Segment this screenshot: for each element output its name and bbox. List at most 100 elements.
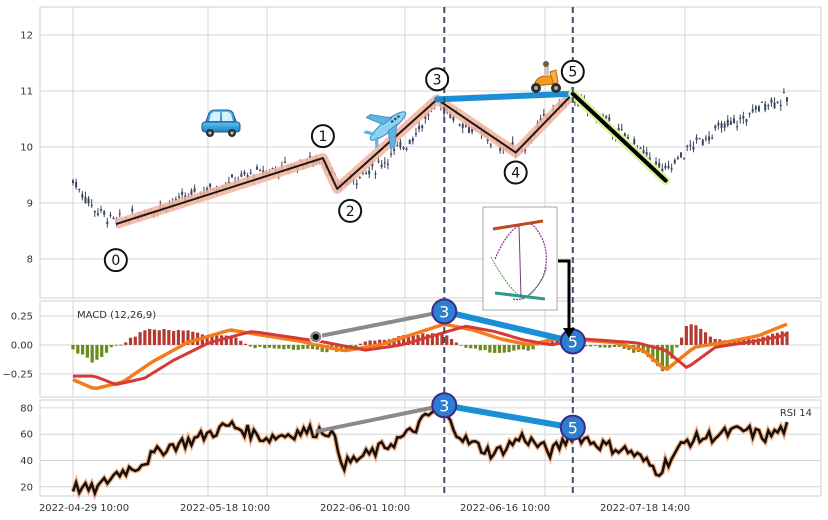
macd-hist-bar xyxy=(689,324,693,345)
candle-body xyxy=(658,162,661,168)
y-tick-label: 80 xyxy=(20,403,33,414)
airplane-icon xyxy=(362,111,407,150)
wave-line xyxy=(115,93,574,226)
candle-body xyxy=(358,177,361,179)
candle-body xyxy=(464,125,467,127)
candle-body xyxy=(673,159,676,164)
macd-line xyxy=(72,322,788,391)
macd-hist-bar xyxy=(114,344,118,346)
candle-body xyxy=(90,204,93,206)
candle-body xyxy=(573,101,576,103)
candle-body xyxy=(779,104,782,107)
candle-body xyxy=(736,126,739,128)
macd-hist-bar xyxy=(598,344,602,348)
candle-body xyxy=(742,115,745,119)
macd-hist-bar xyxy=(152,329,157,345)
rsi-line xyxy=(71,402,789,498)
wave-label: 3 xyxy=(433,72,442,88)
macd-hist-bar xyxy=(205,336,209,345)
candle-body xyxy=(486,139,489,141)
candle-body xyxy=(605,116,608,119)
candle-body xyxy=(667,165,670,169)
macd-hist-bar xyxy=(272,344,276,349)
candle-body xyxy=(620,128,623,131)
candle-body xyxy=(689,144,692,146)
candle-body xyxy=(118,213,121,215)
macd-hist-bar xyxy=(679,337,684,345)
x-tick-label: 2022-04-29 10:00 xyxy=(39,503,129,514)
candle-body xyxy=(109,214,112,216)
y-tick-label: 40 xyxy=(20,456,33,467)
candle-body xyxy=(664,165,667,169)
thumbnail-chart-icon xyxy=(482,206,558,311)
candle-body xyxy=(761,101,764,103)
candle-body xyxy=(355,183,358,185)
candle-body xyxy=(704,137,707,140)
candle-body xyxy=(642,149,645,154)
candle-body xyxy=(131,208,134,212)
macd-hist-bar xyxy=(512,344,516,351)
wave-label-circle xyxy=(425,67,450,92)
macd-hist-bar xyxy=(660,344,665,372)
candle-body xyxy=(452,117,455,121)
candle-body xyxy=(240,173,243,177)
macd-hist-bar xyxy=(224,335,228,345)
macd-hist-bar xyxy=(253,344,257,349)
candle-body xyxy=(87,198,90,204)
candle-body xyxy=(243,171,246,175)
macd-hist-bar xyxy=(622,344,626,349)
candle-body xyxy=(93,211,96,213)
y-tick-label: 20 xyxy=(20,482,33,493)
candle-body xyxy=(84,197,87,204)
candle-body xyxy=(757,106,760,112)
wave-label: 1 xyxy=(318,129,327,145)
macd-hist-bar xyxy=(143,330,147,345)
candle-body xyxy=(106,221,109,225)
wave-labels: 0 1 2 3 4 5 3 5 3 5 xyxy=(103,59,586,441)
macd-hist-bar xyxy=(210,335,214,345)
macd-hist-bar xyxy=(263,344,267,349)
y-tick-label: 12 xyxy=(20,30,33,41)
macd-hist-bar xyxy=(234,337,238,345)
candle-body xyxy=(390,153,393,155)
macd-hist-bar xyxy=(124,342,128,345)
macd-hist-bar xyxy=(497,344,502,353)
macd-hist-bar xyxy=(95,344,99,360)
y-tick-label: −0.25 xyxy=(2,369,33,380)
candle-body xyxy=(458,124,461,126)
y-tick-label: 9 xyxy=(27,198,33,209)
macd-gray-trend xyxy=(315,309,445,339)
macd-hist-bar xyxy=(665,344,669,371)
price-panel xyxy=(39,6,822,299)
macd-hist-bar xyxy=(608,344,612,348)
candle-body xyxy=(414,133,417,135)
candle-body xyxy=(181,191,184,195)
macd-hist-bar xyxy=(258,344,262,347)
macd-hist-bar xyxy=(406,335,411,345)
candle-body xyxy=(396,145,399,147)
macd-hist-bar xyxy=(550,337,554,345)
candle-body xyxy=(408,140,411,144)
macd-hist-bar xyxy=(670,344,674,359)
candle-body xyxy=(764,103,767,111)
macd-hist-bar xyxy=(368,340,372,345)
macd-gray-dot-core xyxy=(312,333,319,340)
y-tick-label: 8 xyxy=(27,254,33,265)
candle-body xyxy=(754,106,757,110)
macd-hist-bar xyxy=(344,344,348,351)
candle-body xyxy=(676,157,679,160)
candle-body xyxy=(499,147,502,151)
candle-body xyxy=(190,190,193,195)
candle-body xyxy=(608,117,611,121)
macd-hist-bar xyxy=(248,344,252,347)
candle-body xyxy=(374,173,377,175)
macd-hist-bar xyxy=(363,341,367,345)
candle-body xyxy=(708,136,711,141)
rsi-gray-trend xyxy=(315,403,445,434)
macd-hist-bar xyxy=(435,333,439,345)
macd-hist-bar xyxy=(138,332,142,345)
macd-hist-bar xyxy=(603,344,607,348)
macd-hist-bar xyxy=(521,344,526,350)
arrow-annotation xyxy=(558,259,575,338)
macd-lines xyxy=(72,308,788,391)
